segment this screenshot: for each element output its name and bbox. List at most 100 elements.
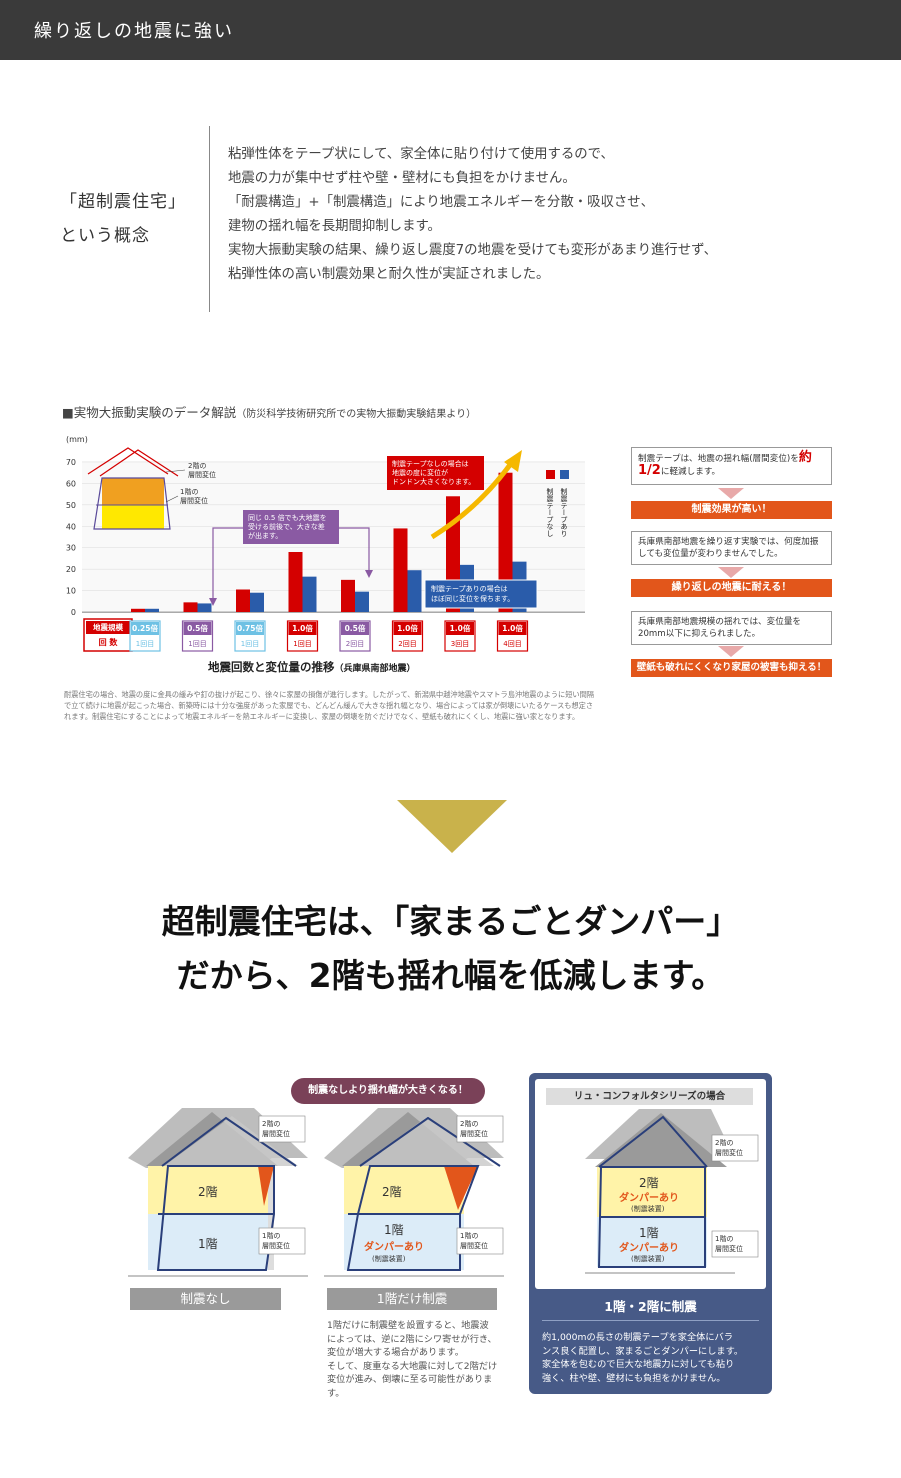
- row-label-scale: 地震規模: [93, 622, 123, 632]
- side-note-3: 兵庫県南部地震規模の揺れでは、変位量を20mm以下に抑えられました。: [631, 611, 832, 645]
- bar-without-tape: [341, 579, 355, 612]
- disp2-line2: 層間変位: [262, 1129, 290, 1138]
- category-count-label: 3回目: [451, 640, 469, 648]
- damper-label: ダンパーあり: [619, 1191, 679, 1204]
- legend-label: 制震テープあり: [560, 487, 568, 537]
- annotation-floor2-disp: 2階の層間変位: [188, 461, 216, 479]
- down-arrow-icon: [718, 488, 744, 499]
- desc-line: によっては、逆に2階にシワ寄せが行き、: [327, 1333, 497, 1345]
- house-label-1f-damper: 1階だけ制震: [327, 1288, 497, 1310]
- data-title-main: ■実物大振動実験のデータ解説: [62, 405, 237, 420]
- disp2-line1: 2階の: [715, 1138, 733, 1147]
- side-band-3: 壁紙も破れにくくなり家屋の被害も抑える！: [631, 659, 832, 677]
- divider: [542, 1320, 759, 1321]
- concept-text-line: 粘弾性体の高い制震効果と耐久性が実証されました。: [228, 267, 550, 282]
- device-label: (制震装置): [631, 1204, 665, 1213]
- desc-line: ンス良く配置し、家まるごとダンパーにします。: [542, 1345, 744, 1357]
- bar-with-tape: [250, 592, 264, 612]
- disp1-line1: 1階の: [460, 1231, 478, 1240]
- category-box-fill: [341, 622, 369, 635]
- concept-text-line: 地震の力が集中せず柱や壁・壁材にも負担をかけません。: [228, 171, 576, 186]
- desc-line: 変位が増大する場合があります。: [327, 1347, 464, 1358]
- house-label-full-damper: 1階・2階に制震: [604, 1299, 697, 1314]
- category-scale-label: 1.0倍: [502, 623, 523, 633]
- svg-text:制震テープなしの場合は地震の度に変位がドンドン大きくなります: 制震テープなしの場合は地震の度に変位がドンドン大きくなります。: [392, 459, 475, 486]
- category-scale-label: 1.0倍: [397, 623, 418, 633]
- divider: [209, 126, 210, 312]
- row-label-box: 地震規模 回 数: [83, 618, 133, 652]
- house-desc-1f-damper: 1階だけに制震壁を設置すると、地震波 によっては、逆に2階にシワ寄せが行き、 変…: [327, 1319, 507, 1400]
- category-count-label: 1回目: [293, 640, 311, 648]
- category-box-fill: [498, 622, 527, 635]
- category-box-fill: [131, 622, 159, 635]
- ryu-comforta-panel: リュ・コンフォルタシリーズの場合 2階 ダンパーあり (制震装置) 1階 ダンパ…: [529, 1073, 772, 1394]
- floor1-label: 1階: [384, 1222, 404, 1237]
- concept-title-line: という概念: [60, 226, 150, 246]
- chart-title: 地震回数と変位量の推移: [208, 660, 335, 674]
- concept-title-line: 「超制震住宅」: [60, 192, 186, 212]
- bar-without-tape: [288, 552, 303, 612]
- desc-line: 約1,000mの長さの制震テープを家全体にバラ: [542, 1332, 733, 1343]
- disp1-line2: 層間変位: [262, 1241, 290, 1250]
- row-label-count: 回 数: [99, 637, 119, 647]
- annotation-floor1-disp: 1階の層間変位: [180, 487, 208, 505]
- chart-title-note: （兵庫県南部地震）: [334, 664, 416, 674]
- bar-with-tape: [145, 608, 159, 612]
- data-title-sub: （防災科学技術研究所での実物大振動実験結果より）: [236, 409, 477, 420]
- disp2-line1: 2階の: [460, 1119, 478, 1128]
- svg-text:制震テープありの場合はほぼ同じ変位を保ちます。: 制震テープありの場合はほぼ同じ変位を保ちます。: [431, 584, 514, 603]
- disp2-line2: 層間変位: [460, 1129, 488, 1138]
- damper-label: ダンパーあり: [364, 1240, 424, 1253]
- y-tick-label: 40: [66, 522, 76, 531]
- svg-text:同じ 0.5 倍でも大地震を受ける前後で、大きな差が出ます。: 同じ 0.5 倍でも大地震を受ける前後で、大きな差が出ます。: [248, 513, 327, 540]
- desc-line: 1階だけに制震壁を設置すると、地震波: [327, 1320, 489, 1331]
- bar-without-tape: [236, 589, 250, 612]
- desc-line: す。: [327, 1387, 345, 1399]
- down-arrow-icon: [718, 567, 744, 578]
- category-scale-label: 1.0倍: [450, 623, 471, 633]
- side-note-text: 兵庫県南部地震を繰り返す実験では、何度加振しても変位量が変わりませんでした。: [638, 537, 819, 559]
- disp1-line1: 1階の: [715, 1234, 733, 1243]
- category-box-fill: [236, 622, 264, 635]
- headline-line: 超制震住宅は、「家まるごとダンパー」: [161, 902, 740, 941]
- y-tick-label: 30: [66, 544, 76, 553]
- bar-without-tape: [183, 602, 198, 612]
- ryu-panel-header: リュ・コンフォルタシリーズの場合: [546, 1088, 753, 1105]
- section-header: 繰り返しの地震に強い: [0, 0, 901, 60]
- floor2-label: 2階: [198, 1184, 218, 1199]
- bar-without-tape: [498, 472, 513, 612]
- annotation-red: 制震テープなしの場合は地震の度に変位がドンドン大きくなります。: [387, 450, 522, 540]
- side-note-text: 制震テープは、地震の揺れ幅(層間変位)を: [638, 454, 799, 464]
- category-box-fill: [446, 622, 474, 635]
- side-note-2: 兵庫県南部地震を繰り返す実験では、何度加振しても変位量が変わりませんでした。: [631, 531, 832, 565]
- disp1-line1: 1階の: [262, 1231, 280, 1240]
- bar-without-tape: [393, 528, 408, 612]
- svg-text:2階の層間変位: 2階の層間変位: [460, 1119, 488, 1138]
- desc-line: 家全体を包むので巨大な地震力に対しても粘り: [542, 1359, 735, 1370]
- y-tick-label: 60: [66, 479, 76, 488]
- side-note-highlight: 約1/2: [638, 450, 812, 478]
- chart-note: 耐震住宅の場合、地震の度に金具の緩みや釘の抜けが起こり、徐々に家屋の損傷が進行し…: [64, 690, 594, 721]
- bar-with-tape: [407, 570, 422, 612]
- down-arrow-icon: [397, 800, 507, 853]
- category-scale-label: 0.5倍: [345, 623, 366, 633]
- disp2-line2: 層間変位: [715, 1148, 743, 1157]
- disp1-line2: 層間変位: [460, 1241, 488, 1250]
- category-count-label: 2回目: [398, 640, 416, 648]
- damper-label: ダンパーあり: [619, 1241, 679, 1254]
- category-scale-label: 0.75倍: [237, 623, 264, 633]
- house-1f-damper-icon: 2階 1階 ダンパーあり (制震装置) 2階の層間変位 1階の層間変位: [324, 1108, 504, 1277]
- svg-text:1階の層間変位: 1階の層間変位: [460, 1231, 488, 1250]
- disp2-line1: 2階の: [262, 1119, 280, 1128]
- y-tick-label: 20: [66, 565, 76, 574]
- category-box-fill: [288, 622, 317, 635]
- svg-text:2階の層間変位: 2階の層間変位: [262, 1119, 290, 1138]
- house-no-damper-icon: 2階 1階 2階の層間変位 1階の層間変位: [128, 1108, 308, 1277]
- bar-without-tape: [131, 608, 145, 612]
- category-count-label: 1回目: [136, 640, 154, 648]
- category-box-fill: [183, 622, 212, 635]
- bar-with-tape: [355, 591, 369, 612]
- category-scale-label: 0.5倍: [187, 623, 208, 633]
- category-box-fill: [393, 622, 422, 635]
- floor2-label: 2階: [382, 1184, 402, 1199]
